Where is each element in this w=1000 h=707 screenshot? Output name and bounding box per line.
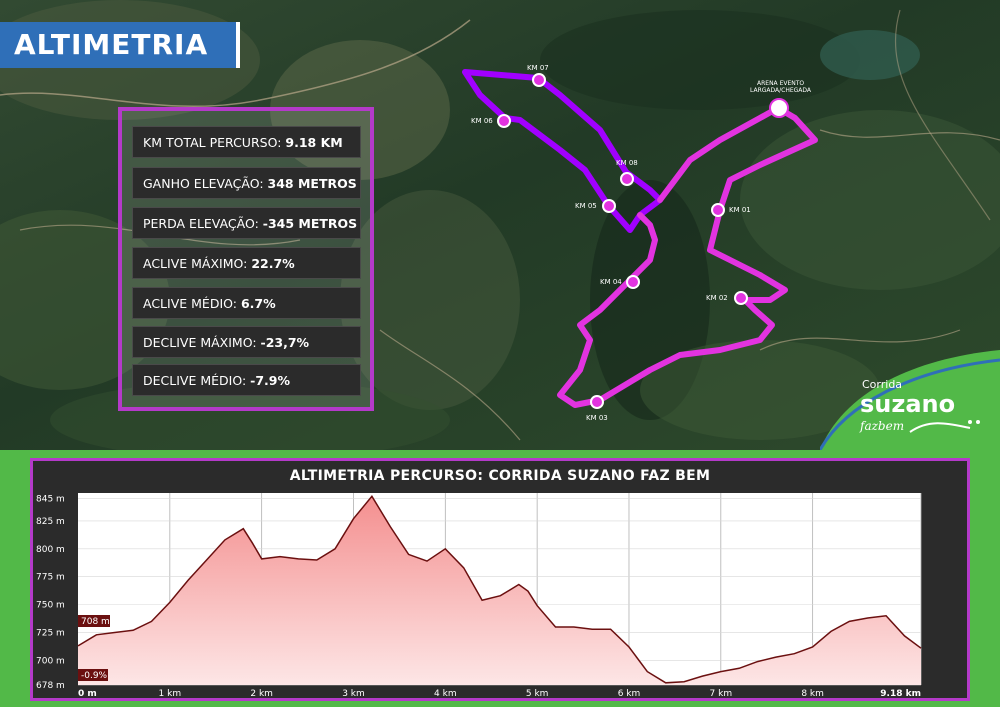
elevation-chart-frame: ALTIMETRIA PERCURSO: CORRIDA SUZANO FAZ … xyxy=(30,458,970,701)
stat-value: -23,7% xyxy=(260,335,310,350)
route-path xyxy=(462,69,818,408)
label-km02: KM 02 xyxy=(706,294,728,302)
y-axis-ticks: 845 m 825 m 800 m 775 m 750 m 725 m 700 m 678 m xyxy=(36,495,65,691)
stat-label: ACLIVE MÁXIMO: xyxy=(143,256,248,271)
x-tick-label: 0 m xyxy=(78,689,97,698)
stat-value: -345 METROS xyxy=(262,216,358,231)
label-arena-line1: ARENA EVENTO xyxy=(757,80,805,87)
start-elevation-label: 708 m xyxy=(81,617,110,627)
logo-small-text: Corrida xyxy=(862,378,902,391)
marker-km07 xyxy=(532,73,546,87)
marker-km04 xyxy=(626,275,640,289)
y-tick-label: 845 m xyxy=(36,495,65,505)
marker-km01 xyxy=(711,203,725,217)
x-tick-label: 5 km xyxy=(526,689,549,698)
y-tick-label: 725 m xyxy=(36,629,65,639)
start-elevation-badge xyxy=(78,615,110,627)
stat-label: PERDA ELEVAÇÃO: xyxy=(143,216,259,231)
start-grade-badge xyxy=(78,669,108,681)
stat-value: 22.7% xyxy=(251,256,295,271)
marker-km02 xyxy=(734,291,748,305)
stat-total-distance: KM TOTAL PERCURSO: 9.18 KM xyxy=(132,126,361,158)
marker-km03 xyxy=(590,395,604,409)
y-tick-label: 800 m xyxy=(36,545,65,555)
label-km01: KM 01 xyxy=(729,206,751,214)
y-tick-label: 678 m xyxy=(36,681,65,691)
mountain-icon xyxy=(909,422,971,433)
elevation-line xyxy=(77,495,922,684)
logo-tag-text: fazbem xyxy=(859,419,904,433)
y-tick-label: 700 m xyxy=(36,656,65,666)
corrida-suzano-logo: Corrida suzano fazbem xyxy=(820,340,1000,450)
x-tick-label: 6 km xyxy=(618,689,641,698)
x-tick-label: 3 km xyxy=(342,689,365,698)
elevation-chart[interactable]: 845 m 825 m 800 m 775 m 750 m 725 m 700 m 678 m… xyxy=(33,461,967,698)
label-km04: KM 04 xyxy=(600,278,622,286)
x-tick-label: 2 km xyxy=(250,689,273,698)
x-tick-label: 8 km xyxy=(801,689,824,698)
stats-panel: KM TOTAL PERCURSO: 9.18 KM GANHO ELEVAÇÃ… xyxy=(118,107,374,411)
runner-icon xyxy=(968,420,972,424)
marker-km06 xyxy=(497,114,511,128)
stat-max-decline: DECLIVE MÁXIMO: -23,7% xyxy=(132,326,361,358)
stat-value: 9.18 KM xyxy=(285,135,343,150)
stat-value: 6.7% xyxy=(240,296,276,311)
y-tick-label: 775 m xyxy=(36,573,65,583)
title-banner: ALTIMETRIA xyxy=(0,22,240,68)
label-km03: KM 03 xyxy=(586,414,608,422)
marker-km08 xyxy=(620,172,634,186)
label-km08: KM 08 xyxy=(616,159,638,167)
stat-label: DECLIVE MÉDIO: xyxy=(143,373,247,388)
x-tick-label: 4 km xyxy=(434,689,457,698)
logo-big-text: suzano xyxy=(860,390,955,418)
stat-avg-decline: DECLIVE MÉDIO: -7.9% xyxy=(132,364,361,396)
stat-label: KM TOTAL PERCURSO: xyxy=(143,135,282,150)
marker-km05 xyxy=(602,199,616,213)
stat-avg-incline: ACLIVE MÉDIO: 6.7% xyxy=(132,287,361,319)
satellite-map[interactable]: KM 07 KM 06 KM 08 KM 05 KM 01 KM 04 KM 0… xyxy=(0,0,1000,450)
marker-arena xyxy=(769,98,789,118)
x-tick-label: 1 km xyxy=(159,689,182,698)
stat-label: ACLIVE MÉDIO: xyxy=(143,296,237,311)
start-grade-label: -0.9% xyxy=(81,671,108,681)
label-km05: KM 05 xyxy=(575,202,597,210)
y-tick-label: 825 m xyxy=(36,517,65,527)
stat-elevation-gain: GANHO ELEVAÇÃO: 348 METROS xyxy=(132,167,361,199)
elevation-section: ALTIMETRIA PERCURSO: CORRIDA SUZANO FAZ … xyxy=(0,450,1000,707)
page-title: ALTIMETRIA xyxy=(14,28,209,61)
stat-elevation-loss: PERDA ELEVAÇÃO: -345 METROS xyxy=(132,207,361,239)
y-tick-label: 750 m xyxy=(36,601,65,611)
x-tick-label: 9.18 km xyxy=(880,689,921,698)
route-markers xyxy=(497,73,789,409)
stat-max-incline: ACLIVE MÁXIMO: 22.7% xyxy=(132,247,361,279)
stat-label: GANHO ELEVAÇÃO: xyxy=(143,176,264,191)
label-km06: KM 06 xyxy=(471,117,493,125)
x-axis-ticks: 0 m 1 km 2 km 3 km 4 km 5 km 6 km 7 km 8 km 9.18 … xyxy=(78,689,921,698)
elevation-area xyxy=(78,496,921,685)
x-tick-label: 7 km xyxy=(710,689,733,698)
stat-value: 348 METROS xyxy=(267,176,357,191)
chart-title: ALTIMETRIA PERCURSO: CORRIDA SUZANO FAZ … xyxy=(289,468,711,484)
runner-icon xyxy=(976,420,980,424)
stat-label: DECLIVE MÁXIMO: xyxy=(143,335,257,350)
stat-value: -7.9% xyxy=(250,373,290,388)
label-km07: KM 07 xyxy=(527,64,549,72)
label-arena-line2: LARGADA/CHEGADA xyxy=(750,87,812,94)
